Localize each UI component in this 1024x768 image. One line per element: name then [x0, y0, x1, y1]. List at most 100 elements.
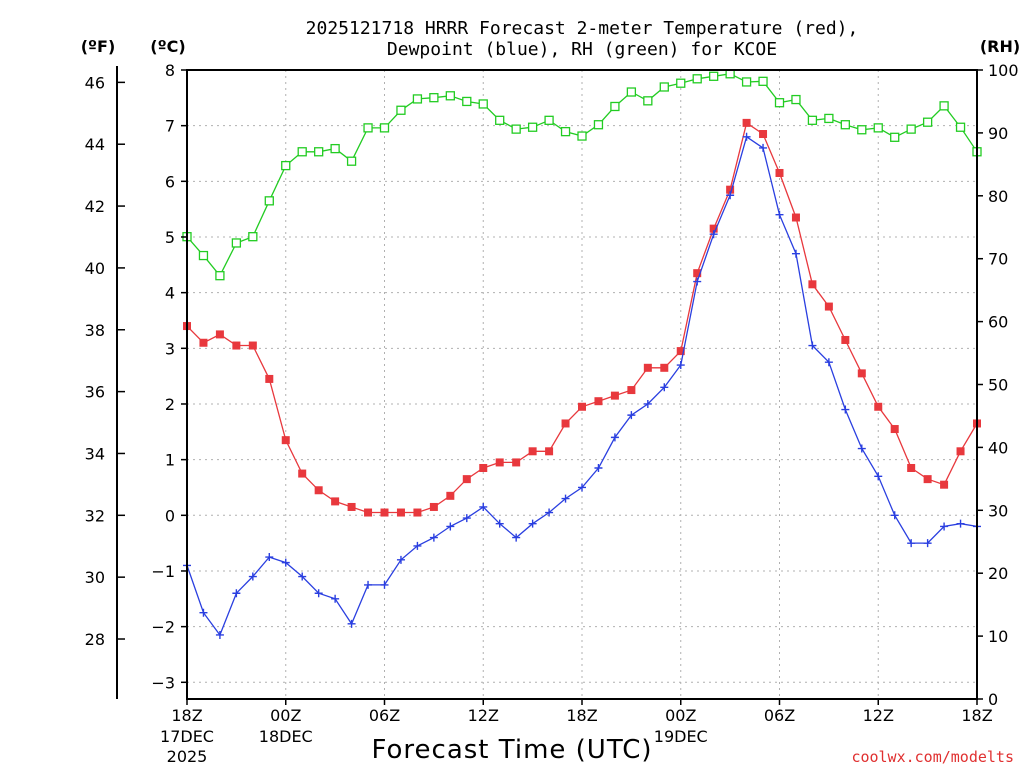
dewpoint-point	[545, 508, 554, 517]
rh-point	[379, 123, 390, 133]
x-tick-label: 00Z	[665, 706, 696, 725]
temperature-point	[495, 458, 504, 467]
rh-point	[495, 115, 505, 125]
celsius-tick-label: 0	[165, 506, 175, 525]
dewpoint-point	[331, 594, 340, 603]
fahrenheit-tick-label: 40	[85, 259, 105, 278]
temperature-point	[824, 302, 833, 311]
rh-tick-label: 60	[988, 313, 1008, 332]
rh-point	[610, 101, 620, 112]
rh-point	[363, 123, 373, 133]
rh-point	[758, 76, 768, 86]
dewpoint-point	[808, 341, 817, 350]
temperature-point	[956, 447, 965, 456]
dewpoint-point	[940, 522, 949, 531]
temperature-point	[545, 447, 554, 456]
temperature-point	[429, 502, 438, 511]
dewpoint-point	[248, 572, 257, 581]
rh-point	[626, 87, 637, 97]
rh-tick-label: 20	[988, 564, 1008, 583]
fahrenheit-tick-label: 46	[85, 73, 105, 92]
x-tick-label: 18Z	[961, 706, 992, 725]
dewpoint-point	[841, 405, 850, 414]
celsius-tick-label: 1	[165, 451, 175, 470]
chart-title-line2: Dewpoint (blue), RH (green) for KCOE	[387, 39, 777, 60]
temperature-point	[676, 347, 685, 356]
rh-point	[560, 126, 571, 137]
rh-point	[396, 105, 406, 115]
rh-point	[857, 125, 867, 135]
celsius-tick-label: 4	[165, 284, 175, 303]
dewpoint-point	[775, 210, 784, 219]
dewpoint-point	[380, 580, 389, 589]
rh-point	[248, 232, 258, 242]
fahrenheit-tick-label: 32	[85, 506, 105, 525]
celsius-tick-label: −1	[151, 562, 175, 581]
dewpoint-point	[495, 519, 504, 528]
rh-point	[346, 156, 357, 166]
dewpoint-point	[215, 630, 224, 639]
rh-tick-label: 10	[988, 627, 1008, 646]
dewpoint-point	[907, 539, 916, 548]
x-tick-label: 18Z	[566, 706, 597, 725]
celsius-tick-label: −3	[151, 673, 175, 692]
temperature-point	[775, 168, 784, 177]
rh-point	[906, 124, 916, 134]
temperature-point	[331, 497, 340, 506]
rh-point	[807, 115, 818, 125]
rh-point	[577, 131, 587, 141]
dewpoint-point	[479, 502, 488, 511]
rh-point	[709, 71, 719, 81]
rh-point	[774, 98, 785, 108]
dewpoint-point	[759, 143, 768, 152]
temperature-point	[660, 363, 669, 372]
temperature-point	[232, 341, 241, 350]
dewpoint-point	[874, 472, 883, 481]
dewpoint-point	[347, 619, 356, 628]
rh-point	[231, 238, 242, 248]
celsius-tick-label: 2	[165, 395, 175, 414]
x-tick-label: 00Z	[270, 706, 301, 725]
fahrenheit-tick-label: 36	[85, 383, 105, 402]
x-tick-label: 18Z	[171, 706, 202, 725]
temperature-point	[199, 338, 208, 347]
temperature-point	[923, 475, 932, 484]
temperature-point	[907, 463, 916, 472]
x-tick-label: 06Z	[369, 706, 400, 725]
temperature-point	[479, 463, 488, 472]
temperature-point	[627, 386, 636, 395]
temperature-point	[512, 458, 521, 467]
rh-point	[791, 94, 801, 105]
axes: 28303234363840424446−3−2−101234567801020…	[85, 61, 1019, 766]
temperature-point	[709, 224, 718, 233]
temperature-point	[380, 508, 389, 517]
temperature-point	[874, 402, 883, 411]
temperature-point	[215, 330, 224, 339]
rh-point	[741, 77, 752, 87]
temperature-point	[446, 491, 455, 500]
temperature-point	[791, 213, 800, 222]
dewpoint-point	[429, 533, 438, 542]
rh-tick-label: 100	[988, 61, 1019, 80]
dewpoint-point	[824, 358, 833, 367]
dewpoint-point	[265, 553, 274, 562]
rh-tick-label: 80	[988, 187, 1008, 206]
fahrenheit-tick-label: 34	[85, 444, 105, 463]
rh-point	[593, 120, 604, 130]
dewpoint-point	[923, 539, 932, 548]
celsius-tick-label: 5	[165, 228, 175, 247]
rh-point	[890, 132, 900, 142]
dewpoint-point	[660, 383, 669, 392]
rh-point	[955, 122, 966, 132]
x-tick-label: 12Z	[468, 706, 499, 725]
dewpoint-point	[578, 483, 586, 492]
dewpoint-point	[709, 230, 718, 239]
x-tick-year-label: 2025	[167, 747, 208, 766]
temperature-point	[396, 508, 405, 517]
temperature-point	[742, 118, 751, 127]
dewpoint-point	[199, 608, 208, 617]
dewpoint-point	[594, 463, 603, 472]
rh-tick-label: 40	[988, 438, 1008, 457]
rh-unit-label: (RH)	[980, 37, 1020, 56]
